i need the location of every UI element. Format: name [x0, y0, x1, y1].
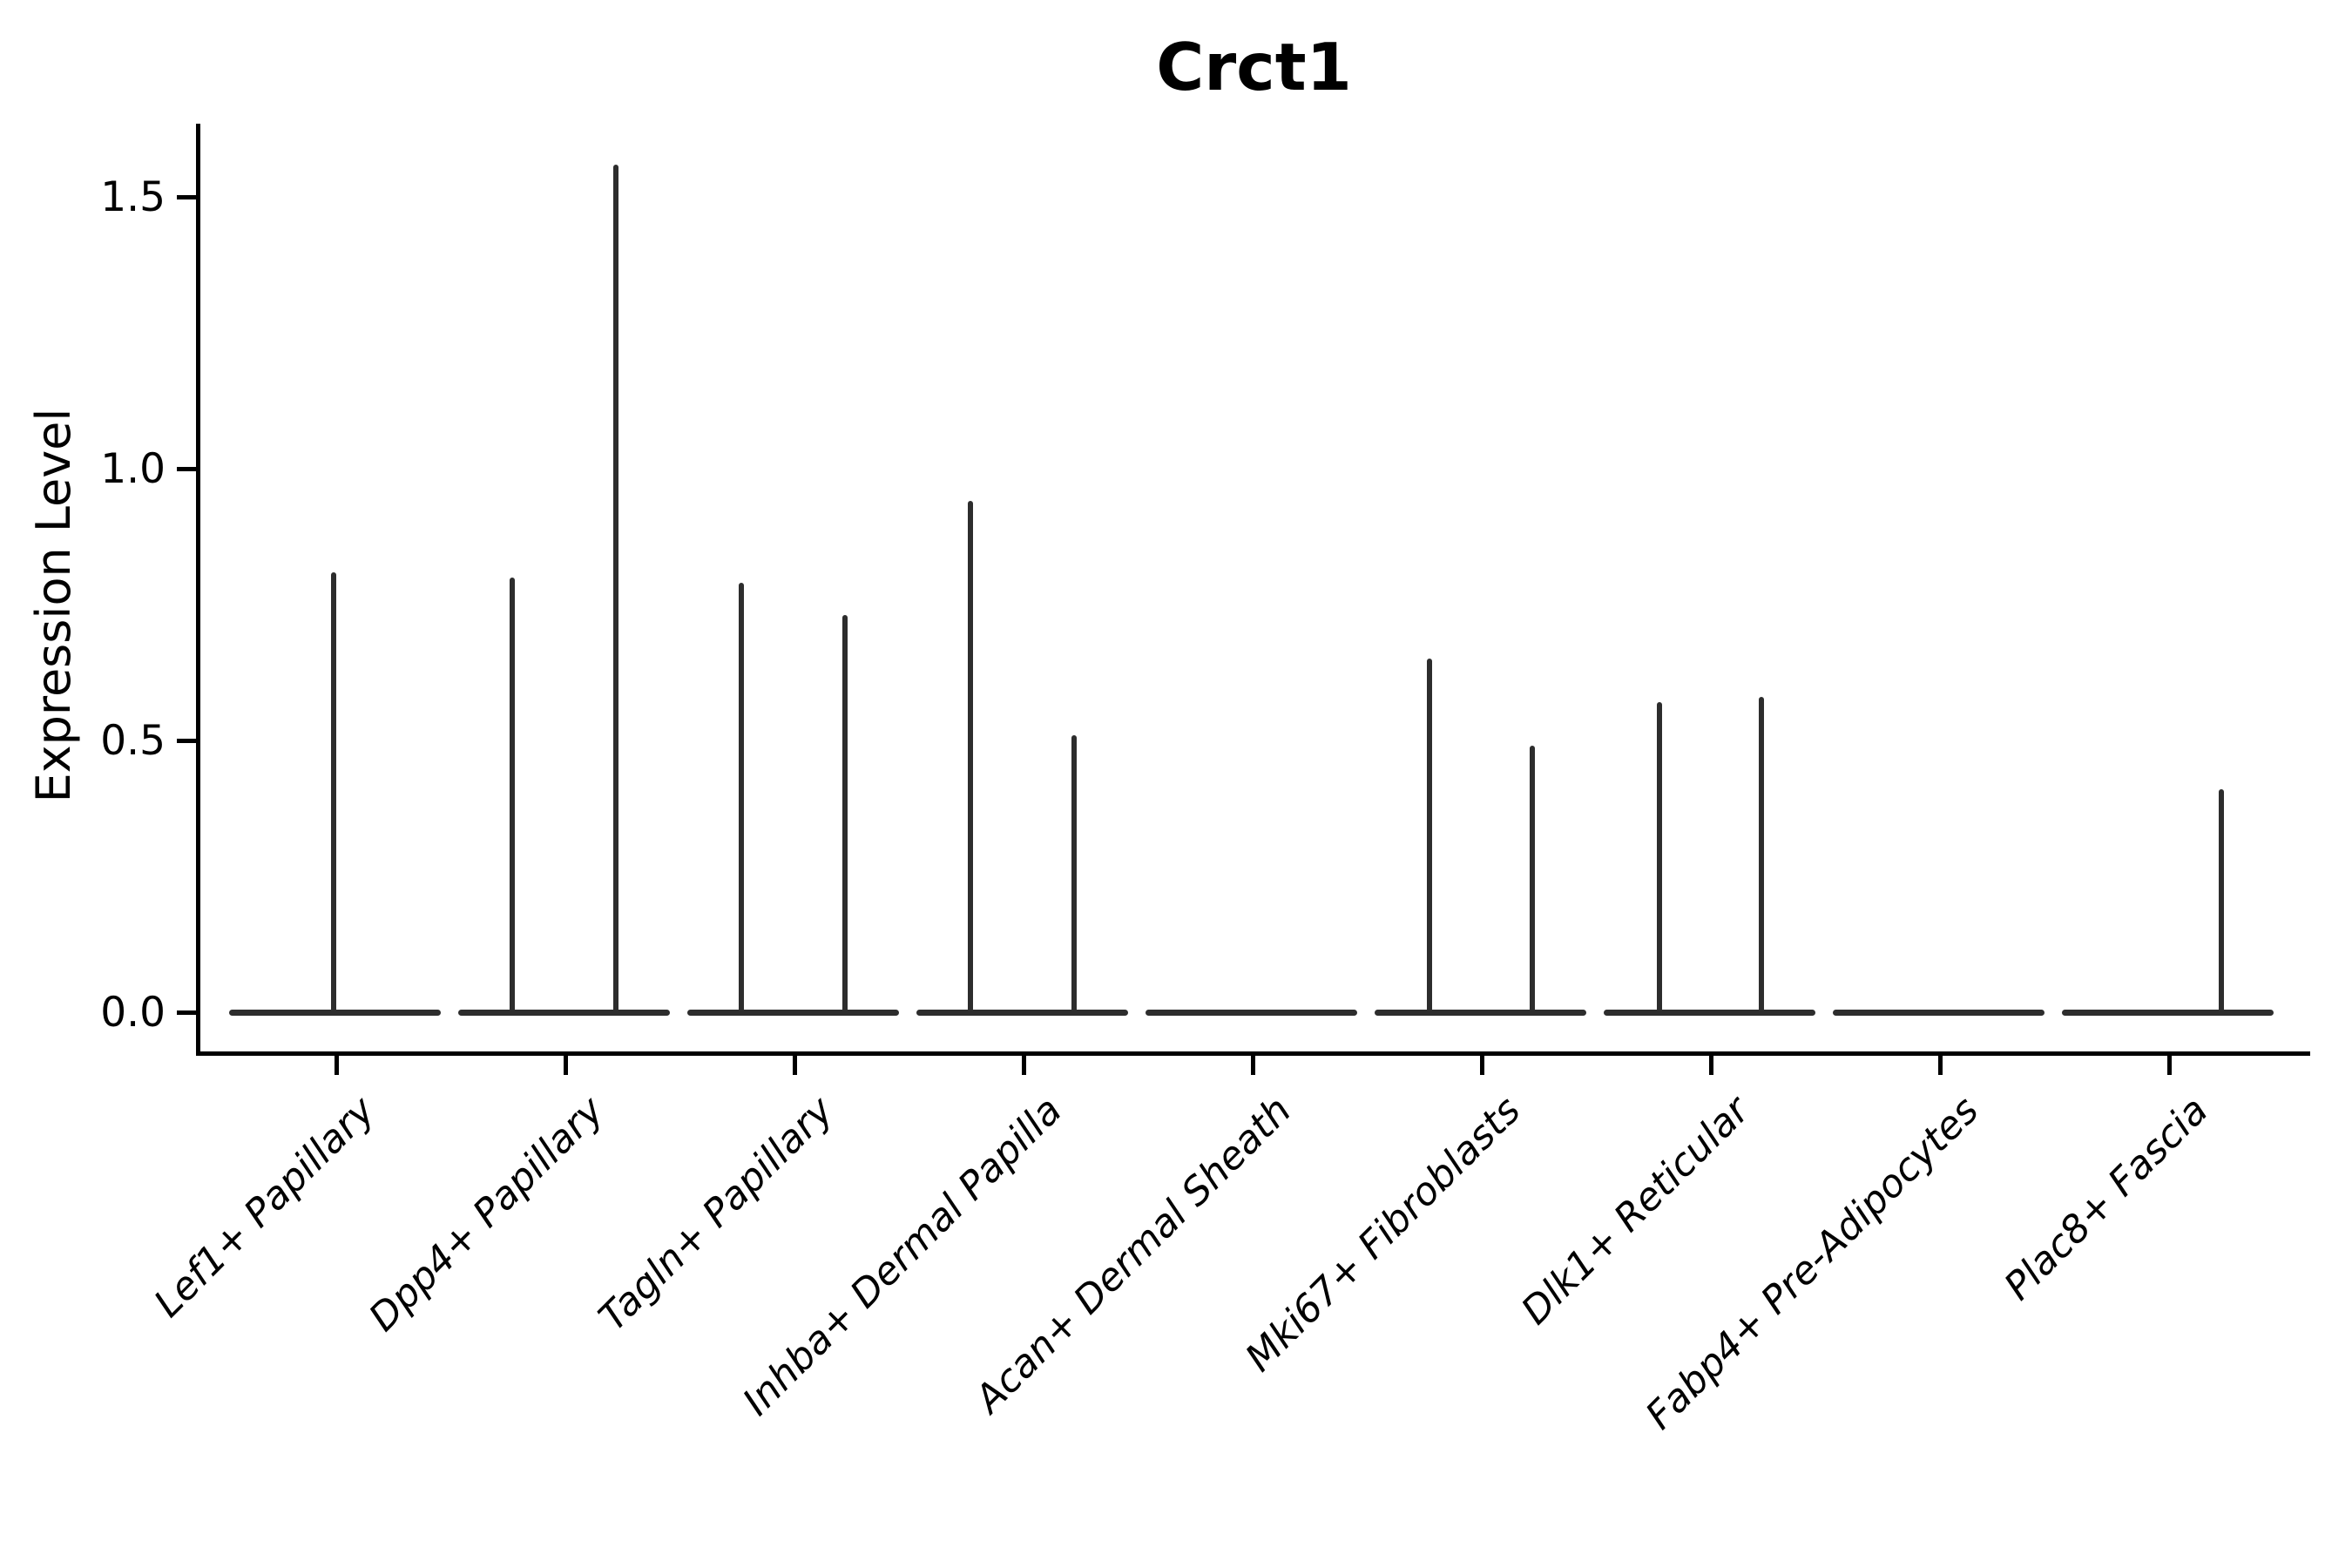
violin-spike [510, 577, 515, 1015]
x-tick [335, 1056, 339, 1075]
x-tick [1938, 1056, 1943, 1075]
x-axis-spine [196, 1051, 2310, 1056]
violin-spike [2219, 789, 2224, 1015]
x-tick-label: Plac8+ Fascia [1995, 1088, 2217, 1309]
y-tick [177, 1010, 196, 1015]
violin-baseline [1375, 1010, 1586, 1016]
chart-title: Crct1 [1156, 29, 1352, 105]
violin-baseline [458, 1010, 670, 1016]
y-axis-label: Expression Level [26, 408, 81, 803]
violin-baseline [687, 1010, 899, 1016]
y-axis-spine [196, 124, 200, 1056]
x-tick [1709, 1056, 1713, 1075]
x-tick [1022, 1056, 1026, 1075]
violin-spike [842, 615, 848, 1015]
y-tick [177, 195, 196, 199]
x-tick-label: Dlk1+ Reticular [1512, 1088, 1759, 1334]
y-tick-label: 0.5 [100, 717, 166, 765]
x-tick [564, 1056, 568, 1075]
x-tick-label: Lef1+ Papillary [145, 1088, 384, 1327]
y-tick [177, 467, 196, 471]
violin-baseline [1833, 1010, 2044, 1016]
violin-spike [1071, 734, 1077, 1015]
violin-spike [968, 501, 973, 1015]
violin-spike [1427, 659, 1432, 1015]
violin-baseline [916, 1010, 1128, 1016]
violin-baseline [1604, 1010, 1815, 1016]
x-tick-label: Dpp4+ Papillary [361, 1088, 613, 1341]
x-tick [2167, 1056, 2172, 1075]
y-tick-label: 1.5 [100, 173, 166, 221]
y-tick-label: 0.0 [100, 989, 166, 1037]
y-tick-label: 1.0 [100, 445, 166, 493]
violin-spike [739, 583, 744, 1015]
violin-spike [331, 571, 336, 1015]
x-tick-label: Tagln+ Papillary [590, 1088, 842, 1340]
x-tick [793, 1056, 797, 1075]
x-tick [1480, 1056, 1484, 1075]
violin-spike [1759, 697, 1764, 1015]
violin-spike [613, 164, 618, 1015]
y-tick [177, 739, 196, 743]
violin-spike [1657, 702, 1662, 1015]
violin-baseline [2062, 1010, 2274, 1016]
violin-baseline [1146, 1010, 1357, 1016]
violin-spike [1530, 746, 1535, 1015]
x-tick [1251, 1056, 1255, 1075]
